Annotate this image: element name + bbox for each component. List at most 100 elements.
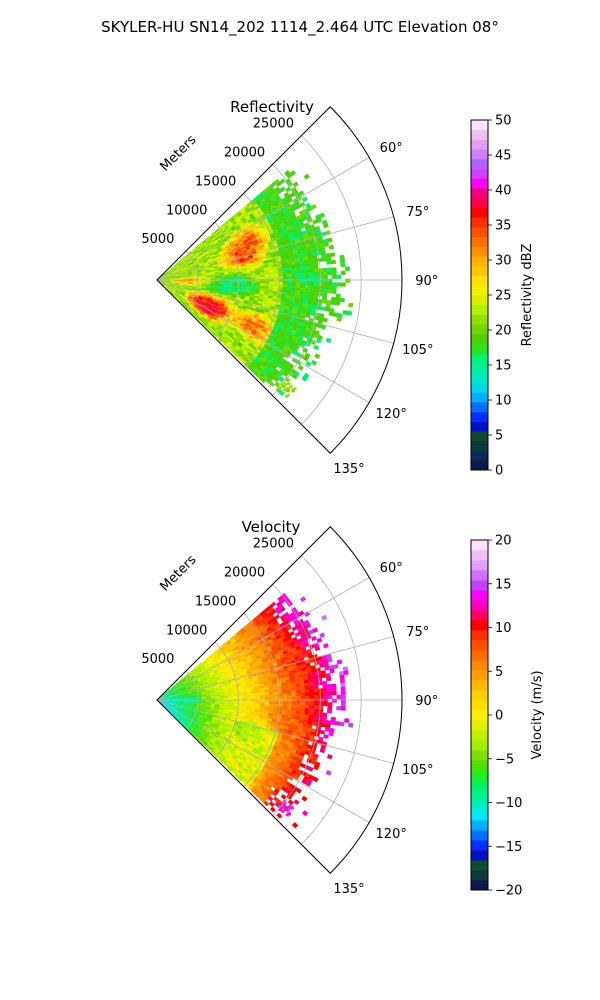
echo-cell bbox=[318, 275, 324, 280]
echo-cell bbox=[282, 690, 288, 695]
echo-cell bbox=[308, 265, 314, 270]
range-tick-label: 25000 bbox=[253, 117, 294, 132]
echo-cell bbox=[264, 276, 270, 280]
colorbar-swatch bbox=[471, 236, 488, 247]
echo-cell bbox=[327, 282, 333, 287]
echo-cell bbox=[291, 270, 297, 274]
colorbar-swatch bbox=[471, 324, 488, 335]
echo-cell bbox=[308, 259, 314, 264]
azimuth-tick-label: 105° bbox=[402, 343, 433, 358]
echo-cell bbox=[269, 281, 274, 285]
echo-cell bbox=[296, 278, 301, 283]
echo-cell bbox=[255, 272, 261, 276]
echo-cell bbox=[284, 383, 288, 386]
echo-cell bbox=[295, 689, 301, 694]
echo-cell bbox=[308, 262, 314, 267]
echo-cell bbox=[282, 268, 288, 272]
colorbar-tick-label: 25 bbox=[495, 289, 512, 304]
echo-cell bbox=[286, 270, 292, 274]
echo-cell bbox=[320, 306, 326, 311]
echo-cell bbox=[322, 267, 328, 273]
echo-cell bbox=[210, 698, 216, 700]
echo-cell bbox=[322, 271, 328, 276]
echo-cell bbox=[322, 275, 328, 279]
echo-cell bbox=[291, 281, 297, 286]
echo-cell bbox=[286, 693, 292, 697]
echo-cell bbox=[286, 394, 290, 397]
colorbar-swatch bbox=[471, 363, 488, 374]
echo-cell bbox=[299, 266, 306, 271]
echo-cell bbox=[318, 268, 324, 273]
echo-cell bbox=[300, 272, 306, 277]
echo-cell bbox=[345, 278, 351, 283]
echo-cell bbox=[251, 277, 256, 280]
reflectivity-echo-field bbox=[156, 169, 354, 398]
echo-cell bbox=[282, 278, 288, 282]
echo-cell bbox=[251, 695, 256, 698]
echo-cell bbox=[291, 389, 295, 393]
echo-cell bbox=[273, 703, 279, 707]
echo-cell bbox=[286, 687, 292, 692]
echo-cell bbox=[295, 692, 301, 697]
echo-cell bbox=[282, 284, 288, 288]
echo-cell bbox=[224, 700, 230, 703]
echo-cell bbox=[277, 284, 283, 288]
echo-cell bbox=[327, 237, 333, 243]
echo-cell bbox=[291, 267, 297, 271]
echo-cell bbox=[296, 698, 301, 703]
echo-cell bbox=[322, 317, 328, 323]
echo-cell bbox=[286, 284, 292, 288]
colorbar-swatch bbox=[471, 139, 488, 150]
echo-cell bbox=[330, 300, 336, 306]
echo-cell bbox=[331, 285, 337, 291]
colorbar-swatch bbox=[471, 178, 488, 189]
echo-cell bbox=[348, 302, 354, 308]
echo-cell bbox=[251, 275, 256, 278]
colorbar-swatch bbox=[471, 343, 488, 354]
colorbar-swatch bbox=[471, 256, 488, 267]
echo-cell bbox=[304, 266, 310, 270]
echo-cell bbox=[246, 697, 252, 700]
echo-cell bbox=[282, 273, 288, 277]
echo-cell bbox=[259, 703, 265, 707]
echo-cell bbox=[326, 256, 332, 262]
echo-cell bbox=[246, 275, 252, 278]
echo-cell bbox=[322, 289, 328, 294]
echo-cell bbox=[264, 689, 270, 693]
echo-cell bbox=[342, 310, 348, 316]
echo-cell bbox=[255, 701, 261, 704]
echo-cell bbox=[273, 281, 279, 285]
echo-cell bbox=[291, 273, 297, 277]
colorbar-swatch bbox=[471, 226, 488, 238]
echo-cell bbox=[328, 244, 335, 250]
echo-cell bbox=[246, 273, 252, 276]
echo-cell bbox=[242, 697, 247, 700]
echo-cell bbox=[300, 287, 306, 292]
echo-cell bbox=[295, 290, 301, 295]
echo-cell bbox=[323, 278, 328, 283]
echo-cell bbox=[282, 276, 288, 280]
echo-cell bbox=[309, 288, 315, 293]
echo-cell bbox=[242, 695, 247, 698]
echo-cell bbox=[268, 703, 274, 707]
echo-cell bbox=[287, 386, 290, 390]
echo-cell bbox=[269, 701, 274, 705]
colorbar-swatch bbox=[471, 392, 488, 403]
colorbar-tick-label: 35 bbox=[495, 219, 512, 234]
echo-cell bbox=[305, 275, 310, 280]
echo-cell bbox=[304, 262, 310, 267]
echo-cell bbox=[304, 281, 310, 286]
echo-cell bbox=[304, 288, 310, 292]
colorbar-swatch bbox=[471, 246, 488, 257]
echo-cell bbox=[278, 276, 283, 280]
echo-cell bbox=[287, 278, 292, 283]
colorbar-swatch bbox=[471, 265, 488, 276]
echo-cell bbox=[224, 697, 230, 700]
echo-cell bbox=[295, 284, 301, 289]
echo-cell bbox=[282, 281, 288, 285]
echo-cell bbox=[292, 181, 299, 188]
echo-cell bbox=[277, 268, 283, 272]
echo-cell bbox=[278, 701, 283, 705]
echo-cell bbox=[264, 694, 270, 698]
echo-cell bbox=[273, 701, 279, 705]
